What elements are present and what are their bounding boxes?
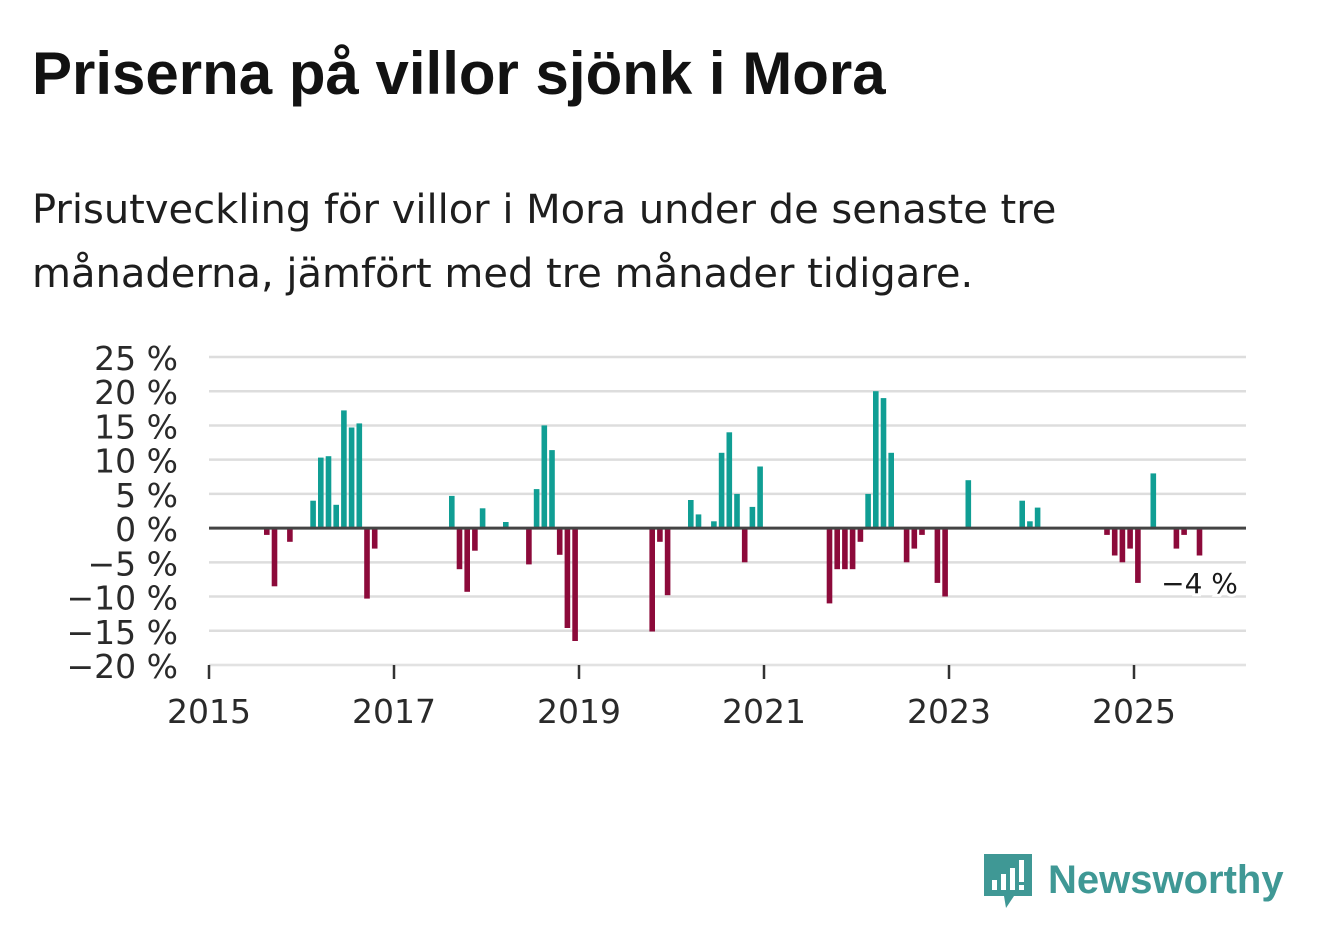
bar xyxy=(657,528,663,542)
bar xyxy=(826,528,833,604)
bar xyxy=(464,528,470,592)
x-tick-label: 2015 xyxy=(167,692,251,731)
bar xyxy=(965,480,972,529)
bar xyxy=(449,495,455,529)
bar xyxy=(1111,528,1118,556)
bar xyxy=(371,528,378,549)
bar xyxy=(318,457,324,529)
chart-subtitle: Prisutveckling för villor i Mora under d… xyxy=(32,187,1057,297)
x-tick-label: 2025 xyxy=(1092,692,1176,731)
chart-title: Priserna på villor sjönk i Mora xyxy=(32,40,886,107)
bar xyxy=(718,452,725,529)
y-tick-label: −10 % xyxy=(67,579,179,618)
bar xyxy=(726,432,733,529)
bar xyxy=(834,528,840,570)
x-axis: 2015 2017 2019 2021 2023 2025 xyxy=(167,664,1246,731)
y-tick-label: 20 % xyxy=(94,373,178,412)
bar xyxy=(564,528,571,628)
bar xyxy=(503,522,509,529)
bar xyxy=(741,528,748,563)
y-tick-label: −5 % xyxy=(88,544,179,583)
last-value-annotation: −4 % xyxy=(1161,567,1238,600)
bar xyxy=(865,493,871,529)
bar xyxy=(533,489,540,529)
bar xyxy=(1173,528,1180,549)
bar xyxy=(873,391,879,529)
y-tick-label: −20 % xyxy=(67,647,179,686)
bars xyxy=(264,391,1203,641)
bar xyxy=(287,528,293,542)
bar xyxy=(472,528,478,551)
bar xyxy=(572,528,578,641)
bar xyxy=(942,528,948,597)
bar xyxy=(348,427,355,529)
bar xyxy=(479,508,486,529)
bar xyxy=(1196,528,1203,556)
bar xyxy=(649,528,655,632)
bar xyxy=(903,528,910,563)
bar xyxy=(757,466,763,529)
bar xyxy=(934,528,941,583)
bar xyxy=(456,528,463,570)
bar xyxy=(1034,507,1041,529)
bar xyxy=(911,528,918,549)
bar xyxy=(549,450,555,529)
bar xyxy=(919,528,925,535)
bar xyxy=(271,528,278,587)
bar xyxy=(888,452,894,529)
bar xyxy=(526,528,532,565)
bar xyxy=(857,528,864,542)
bar xyxy=(325,456,332,529)
bar xyxy=(1127,528,1133,549)
x-tick-label: 2023 xyxy=(907,692,991,731)
newsworthy-logo: Newsworthy xyxy=(980,850,1284,910)
x-tick-label: 2017 xyxy=(352,692,436,731)
y-tick-label: −15 % xyxy=(67,613,179,652)
bar xyxy=(734,493,740,529)
bar xyxy=(664,528,671,596)
bar xyxy=(849,528,856,570)
y-tick-label: 25 % xyxy=(94,339,178,378)
bar xyxy=(880,398,887,529)
y-tick-label: 5 % xyxy=(115,476,178,515)
bar xyxy=(842,528,848,570)
y-tick-label: 15 % xyxy=(94,407,178,446)
y-tick-label: 0 % xyxy=(115,510,178,549)
bar xyxy=(264,528,270,535)
x-tick-label: 2019 xyxy=(537,692,621,731)
bar xyxy=(333,504,339,529)
bar xyxy=(1135,528,1141,583)
brand-name: Newsworthy xyxy=(1048,857,1284,902)
bar xyxy=(695,514,702,529)
bar xyxy=(1181,528,1187,535)
bar xyxy=(1150,473,1157,529)
bar xyxy=(341,410,347,529)
bar xyxy=(356,423,363,529)
bar xyxy=(556,528,563,555)
bar xyxy=(310,500,316,529)
newsworthy-logo-icon xyxy=(984,854,1032,908)
y-tick-label: 10 % xyxy=(94,442,178,481)
bar-chart: 25 %20 %15 %10 %5 %0 %−5 %−10 %−15 %−20 … xyxy=(67,339,1246,731)
bar xyxy=(711,521,717,529)
bar xyxy=(364,528,370,599)
bar xyxy=(541,425,548,529)
bar xyxy=(1019,500,1025,529)
x-tick-label: 2021 xyxy=(722,692,806,731)
annotations: −4 % xyxy=(1158,564,1241,603)
bar xyxy=(749,506,756,529)
bar xyxy=(1119,528,1126,563)
bar xyxy=(1027,521,1033,529)
y-axis-labels: 25 %20 %15 %10 %5 %0 %−5 %−10 %−15 %−20 … xyxy=(67,339,179,686)
bar xyxy=(688,500,694,529)
bar xyxy=(1104,528,1110,535)
